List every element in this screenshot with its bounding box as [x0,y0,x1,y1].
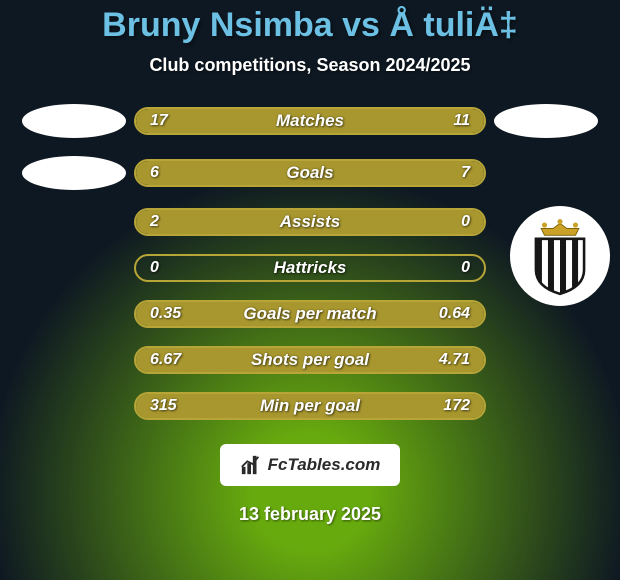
date-text: 13 february 2025 [239,504,381,525]
stat-label: Goals per match [136,302,484,326]
stat-bar: 0Hattricks0 [134,254,486,282]
stat-row: 6Goals7 [0,156,620,190]
chart-icon [240,454,262,476]
stat-label: Shots per goal [136,348,484,372]
stat-label: Min per goal [136,394,484,418]
badge-ellipse [494,104,598,138]
brand-badge: FcTables.com [220,444,401,486]
value-right: 0 [461,210,470,234]
stat-bar: 17Matches11 [134,107,486,135]
stat-bar: 6Goals7 [134,159,486,187]
stat-bar: 0.35Goals per match0.64 [134,300,486,328]
stat-row: 315Min per goal172 [0,392,620,420]
stat-label: Assists [136,210,484,234]
stat-row: 6.67Shots per goal4.71 [0,346,620,374]
stat-row: 0.35Goals per match0.64 [0,300,620,328]
badge-ellipse [22,156,126,190]
stat-label: Goals [136,161,484,185]
subtitle: Club competitions, Season 2024/2025 [149,55,470,76]
value-right: 4.71 [439,348,470,372]
stat-bar: 6.67Shots per goal4.71 [134,346,486,374]
value-right: 0 [461,256,470,280]
value-right: 0.64 [439,302,470,326]
page-title: Bruny Nsimba vs Å tuliÄ‡ [102,6,518,45]
badge-slot-left [14,104,134,138]
brand-text: FcTables.com [268,455,381,475]
value-right: 7 [461,161,470,185]
value-right: 172 [443,394,470,418]
stat-bar: 315Min per goal172 [134,392,486,420]
stat-label: Matches [136,109,484,133]
badge-slot-right [486,104,606,138]
stats-bars: 17Matches116Goals72Assists00Hattricks00.… [0,104,620,420]
value-right: 11 [453,109,470,133]
badge-ellipse [22,104,126,138]
stat-label: Hattricks [136,256,484,280]
crest-badge [510,206,610,306]
badge-slot-left [14,156,134,190]
stat-bar: 2Assists0 [134,208,486,236]
stat-row: 17Matches11 [0,104,620,138]
